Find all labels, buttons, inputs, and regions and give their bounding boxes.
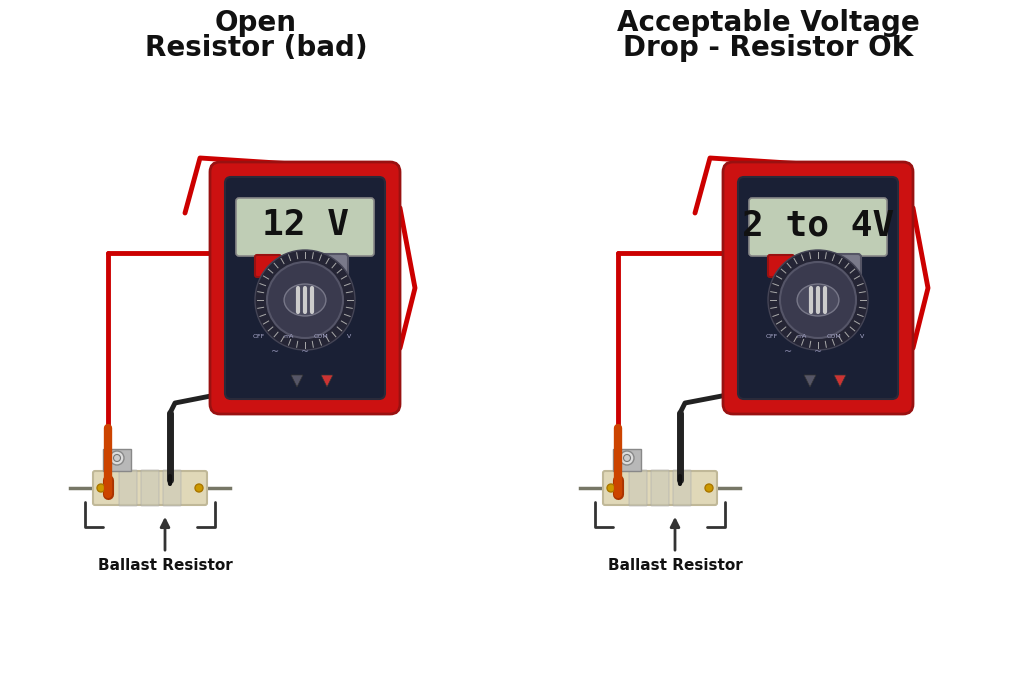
Text: Ballast Resistor: Ballast Resistor: [607, 558, 742, 573]
Ellipse shape: [797, 284, 839, 316]
FancyBboxPatch shape: [119, 470, 137, 506]
Text: V: V: [347, 335, 351, 339]
FancyBboxPatch shape: [723, 162, 913, 414]
FancyBboxPatch shape: [319, 254, 348, 278]
Circle shape: [110, 451, 124, 465]
Text: COM: COM: [313, 335, 329, 339]
FancyBboxPatch shape: [629, 470, 647, 506]
Text: ~: ~: [814, 347, 822, 357]
Text: 2 to 4V: 2 to 4V: [741, 208, 894, 242]
Text: ~: ~: [271, 347, 280, 357]
Text: Acceptable Voltage: Acceptable Voltage: [616, 9, 920, 37]
Circle shape: [114, 454, 121, 462]
FancyBboxPatch shape: [833, 254, 861, 278]
Bar: [613, 449, 641, 471]
Text: Open: Open: [215, 9, 297, 37]
FancyBboxPatch shape: [141, 470, 159, 506]
Circle shape: [255, 250, 355, 350]
Text: ~: ~: [784, 347, 792, 357]
FancyBboxPatch shape: [768, 255, 794, 277]
Circle shape: [808, 260, 818, 270]
Circle shape: [295, 260, 305, 270]
FancyBboxPatch shape: [210, 162, 400, 414]
Text: Drop - Resistor OK: Drop - Resistor OK: [623, 34, 913, 62]
Text: mA: mA: [284, 335, 294, 339]
Text: Ballast Resistor: Ballast Resistor: [97, 558, 232, 573]
FancyBboxPatch shape: [163, 470, 181, 506]
FancyBboxPatch shape: [651, 470, 669, 506]
Circle shape: [705, 484, 713, 492]
Polygon shape: [321, 375, 333, 387]
Text: OFF: OFF: [253, 335, 265, 339]
FancyBboxPatch shape: [93, 471, 207, 505]
Text: mA: mA: [797, 335, 807, 339]
Circle shape: [97, 484, 105, 492]
Text: COM: COM: [826, 335, 842, 339]
FancyBboxPatch shape: [738, 177, 898, 399]
Circle shape: [620, 451, 634, 465]
Circle shape: [267, 262, 343, 338]
Polygon shape: [804, 375, 816, 387]
Polygon shape: [834, 375, 846, 387]
FancyBboxPatch shape: [673, 470, 691, 506]
FancyBboxPatch shape: [749, 198, 887, 256]
Ellipse shape: [284, 284, 326, 316]
Text: Resistor (bad): Resistor (bad): [144, 34, 368, 62]
Text: ~: ~: [301, 347, 309, 357]
Circle shape: [607, 484, 615, 492]
Text: V: V: [860, 335, 864, 339]
FancyBboxPatch shape: [225, 177, 385, 399]
Circle shape: [768, 250, 868, 350]
Text: 12 V: 12 V: [261, 208, 348, 242]
FancyBboxPatch shape: [236, 198, 374, 256]
FancyBboxPatch shape: [603, 471, 717, 505]
Polygon shape: [291, 375, 303, 387]
Bar: [103, 449, 131, 471]
Circle shape: [624, 454, 631, 462]
FancyBboxPatch shape: [255, 255, 281, 277]
Circle shape: [780, 262, 856, 338]
Circle shape: [195, 484, 203, 492]
Text: OFF: OFF: [766, 335, 778, 339]
